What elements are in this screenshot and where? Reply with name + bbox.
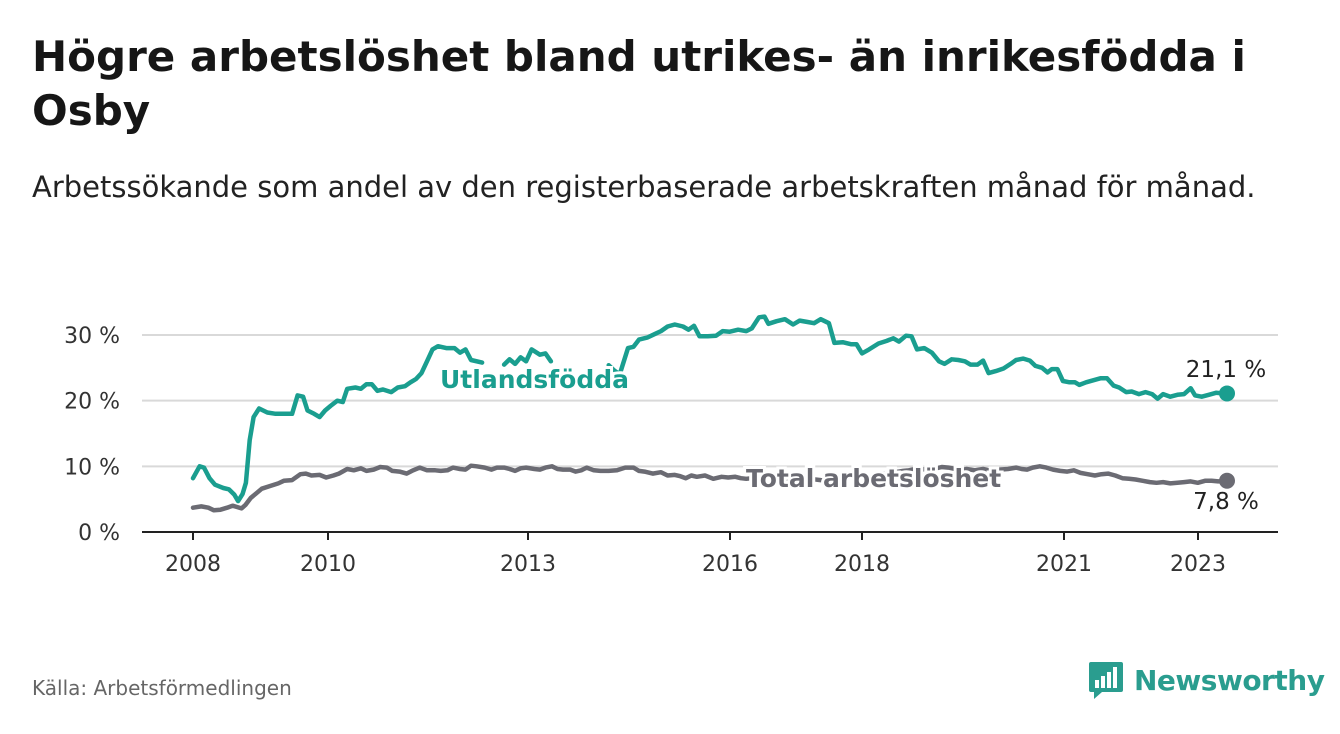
- series-lines: [190, 314, 1230, 513]
- series-label-utlandsfodda: Utlandsfödda: [440, 365, 629, 394]
- series-line-total-1: [851, 464, 1230, 486]
- series-line-total-0: [190, 463, 840, 513]
- end-label-total: 7,8 %: [1193, 489, 1259, 515]
- x-tick-label-2008: 2008: [165, 552, 221, 577]
- x-tick-label-2016: 2016: [702, 552, 758, 577]
- newsworthy-logo-icon: [1089, 662, 1123, 699]
- end-label-utlandsfodda: 21,1 %: [1186, 357, 1266, 383]
- series-label-total: Total arbetslöshet: [746, 464, 1001, 493]
- brand-name: Newsworthy: [1134, 663, 1325, 697]
- series-annotations: Utlandsfödda Total arbetslöshet 21,1 % 7,8 …: [437, 357, 1266, 515]
- chart-subtitle: Arbetssökande som andel av den registerb…: [32, 170, 1256, 204]
- y-tick-label-20: 20 %: [64, 390, 120, 415]
- series-line-utlandsfodda-1: [501, 347, 554, 367]
- x-tick-label-2018: 2018: [834, 552, 890, 577]
- y-tick-label-0: 0 %: [78, 521, 120, 546]
- x-axis: 2008 2010 2013 2016 2018 2021 2023: [142, 531, 1278, 577]
- series-line-utlandsfodda-0: [190, 343, 485, 504]
- y-axis-labels: 0 % 10 % 20 % 30 %: [64, 324, 120, 546]
- x-tick-label-2021: 2021: [1036, 552, 1092, 577]
- x-tick-label-2010: 2010: [300, 552, 356, 577]
- x-tick-label-2023: 2023: [1170, 552, 1226, 577]
- y-tick-label-30: 30 %: [64, 324, 120, 349]
- end-point-utlandsfodda: [1219, 385, 1235, 402]
- gridlines: [142, 334, 1278, 468]
- brand-logo-block[interactable]: Newsworthy: [1088, 660, 1325, 700]
- series-line-utlandsfodda-2: [606, 314, 1230, 401]
- chart-title: Högre arbetslöshet bland utrikes- än inr…: [32, 32, 1246, 135]
- y-tick-label-10: 10 %: [64, 455, 120, 480]
- end-point-total: [1219, 472, 1235, 489]
- x-tick-label-2013: 2013: [500, 552, 556, 577]
- source-note: Källa: Arbetsförmedlingen: [32, 676, 292, 700]
